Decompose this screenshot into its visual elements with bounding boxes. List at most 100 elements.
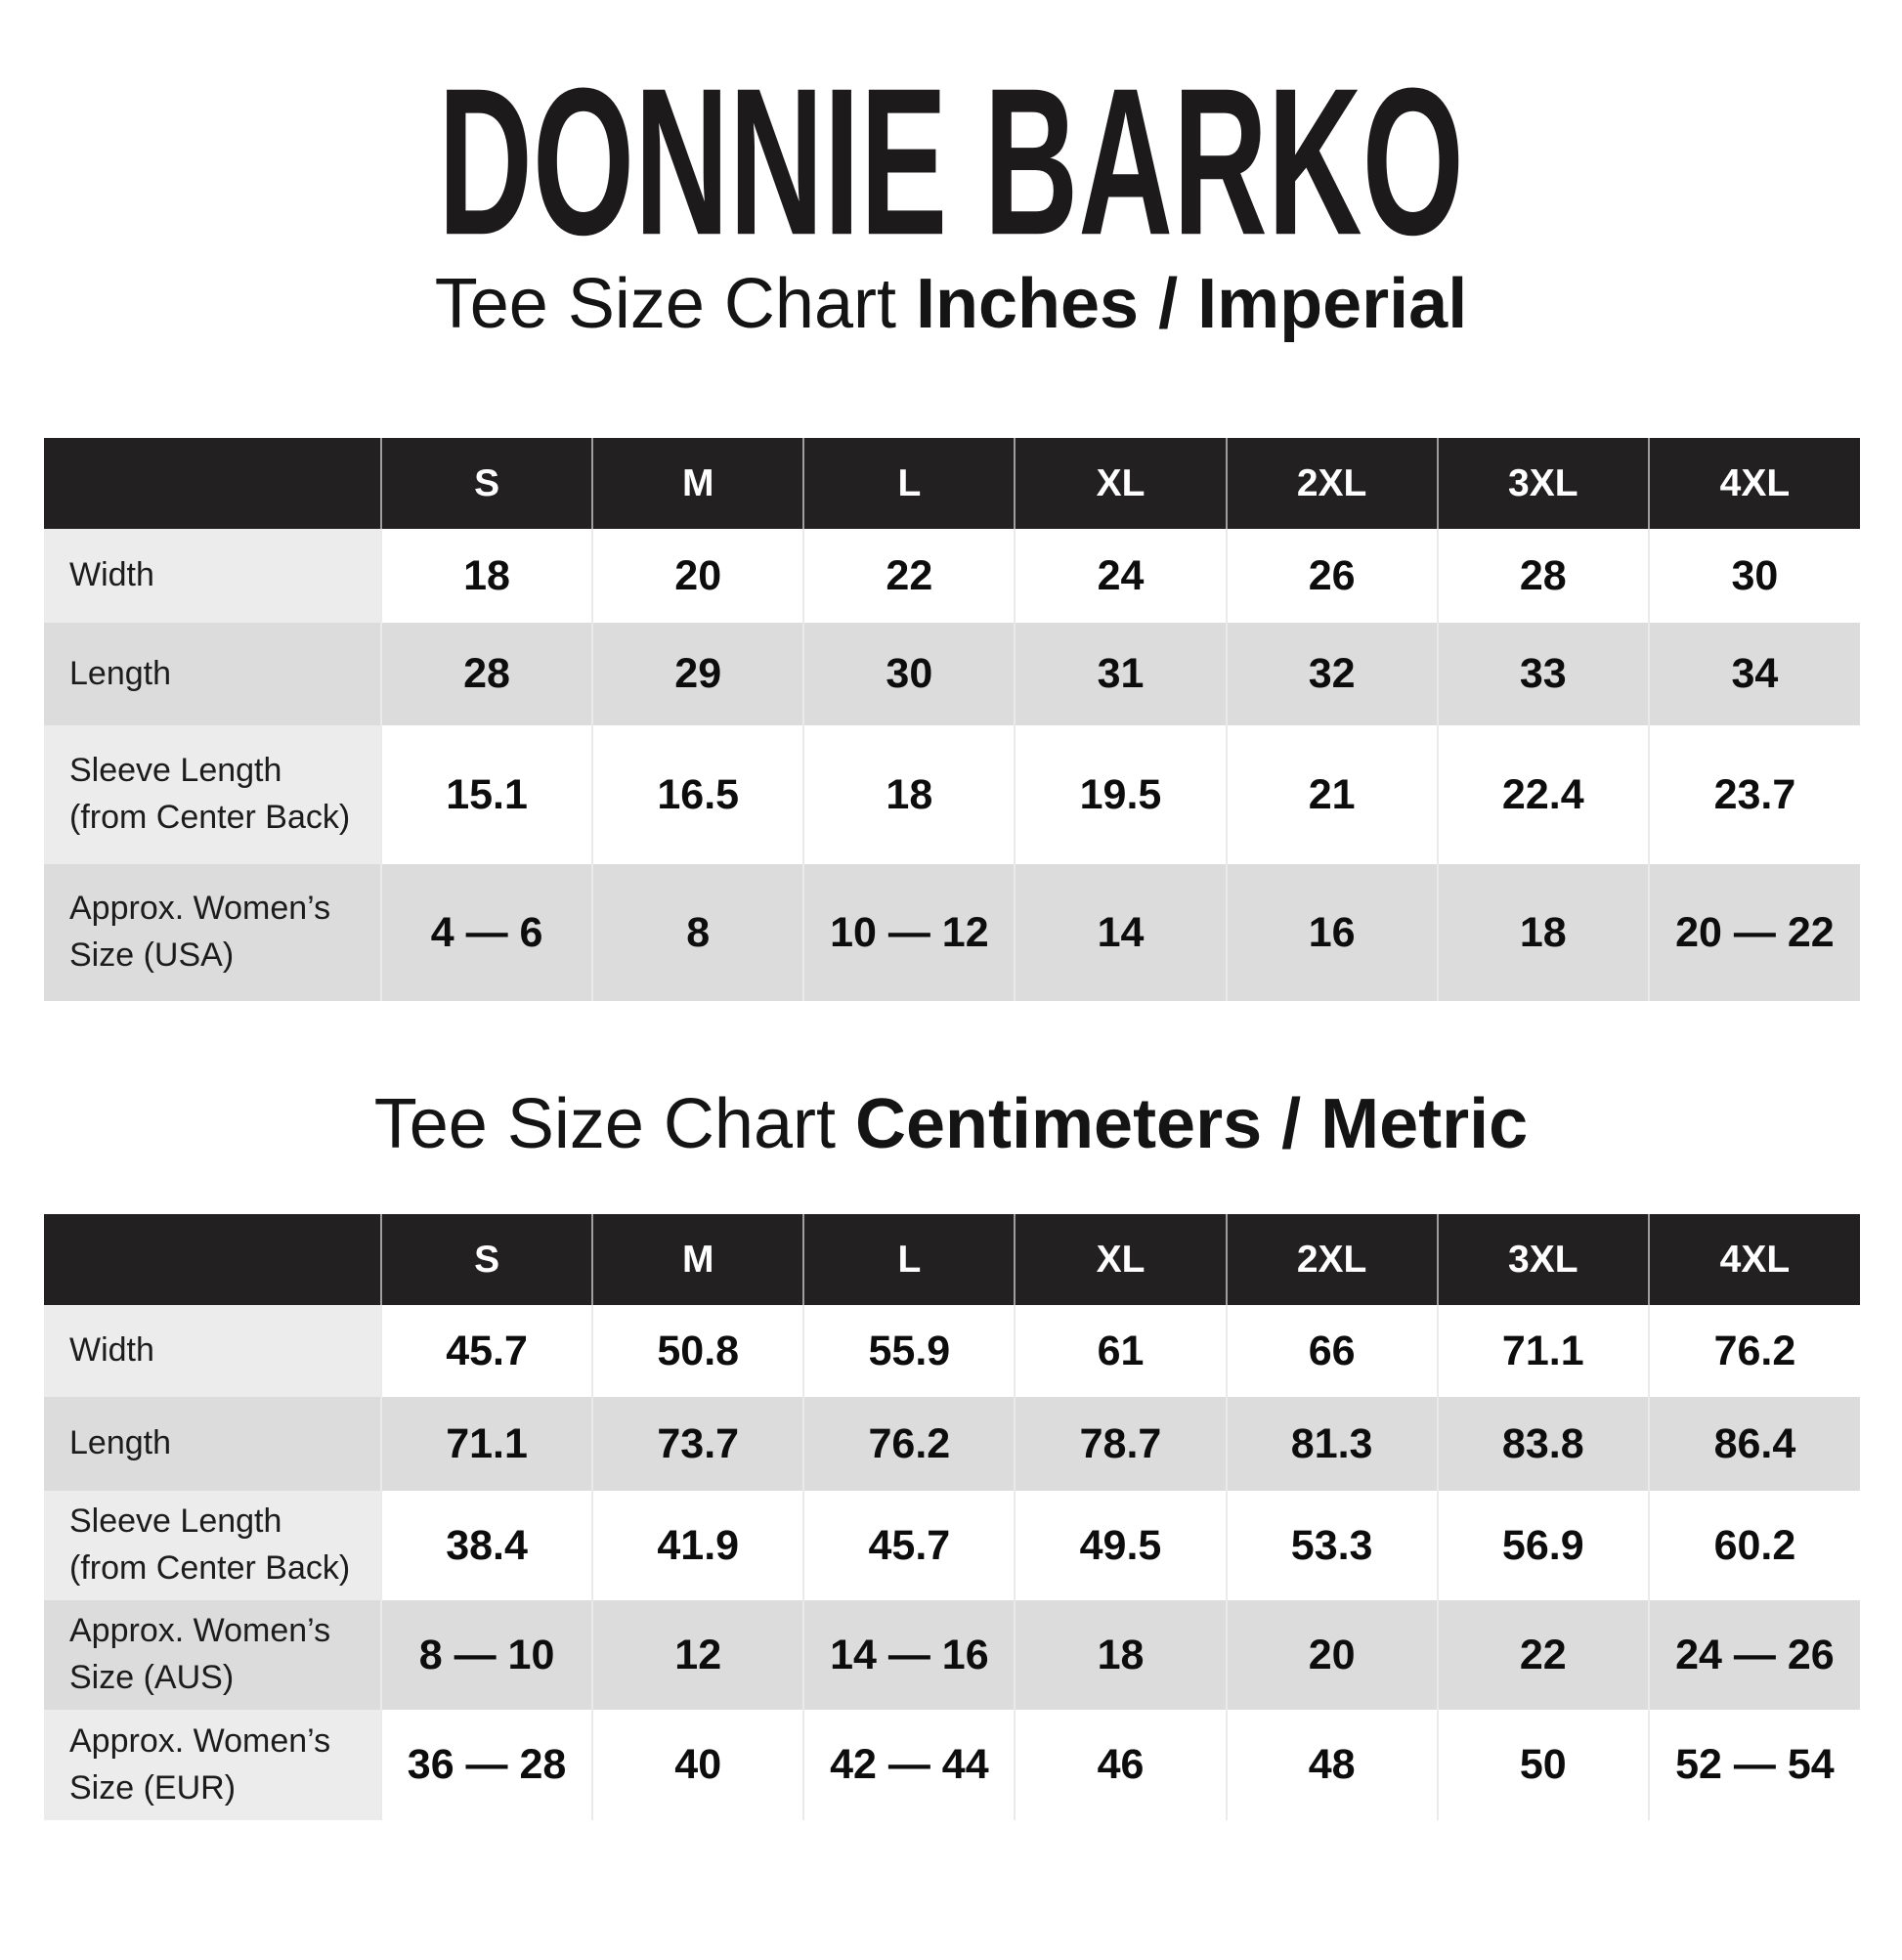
brand-logo-text: DONNIE BARKO	[438, 46, 1464, 280]
size-value-cell: 34	[1647, 623, 1860, 725]
column-header-3xl: 3XL	[1436, 438, 1649, 529]
table-row: Sleeve Length (from Center Back) 15.1 16.5 1…	[44, 725, 1860, 864]
size-value-cell: 22	[802, 529, 1016, 623]
row-label-cell: Length	[44, 623, 381, 725]
table-row: Approx. Women’s Size (EUR) 36 — 28 40 42 — 4…	[44, 1710, 1860, 1820]
corner-header-cell	[44, 438, 381, 529]
size-value-cell: 18	[1014, 1600, 1227, 1710]
column-header-xl: XL	[1014, 438, 1227, 529]
row-label-cell: Sleeve Length (from Center Back)	[44, 725, 381, 864]
column-header-m: M	[591, 438, 804, 529]
row-label-cell: Approx. Women’s Size (AUS)	[44, 1600, 381, 1710]
size-value-cell: 12	[591, 1600, 804, 1710]
table-title-bold: Inches / Imperial	[916, 265, 1468, 343]
column-header-l: L	[802, 1214, 1016, 1305]
size-value-cell: 76.2	[1647, 1305, 1860, 1397]
size-table-section: Tee Size Chart Inches / Imperial S M L XL 2X…	[0, 262, 1902, 1001]
size-value-cell: 24	[1014, 529, 1227, 623]
size-value-cell: 14 — 16	[802, 1600, 1016, 1710]
size-value-cell: 30	[1647, 529, 1860, 623]
size-value-cell: 73.7	[591, 1397, 804, 1491]
size-value-cell: 40	[591, 1710, 804, 1820]
column-header-m: M	[591, 1214, 804, 1305]
row-label-cell: Width	[44, 529, 381, 623]
size-value-cell: 23.7	[1647, 725, 1860, 864]
column-header-2xl: 2XL	[1225, 438, 1438, 529]
size-value-cell: 22.4	[1436, 725, 1649, 864]
size-value-cell: 20 — 22	[1647, 864, 1860, 1001]
size-value-cell: 38.4	[379, 1491, 593, 1600]
size-table-header: S M L XL 2XL 3XL 4XL	[44, 438, 1860, 529]
size-value-cell: 14	[1014, 864, 1227, 1001]
size-value-cell: 18	[802, 725, 1016, 864]
size-value-cell: 10 — 12	[802, 864, 1016, 1001]
size-value-cell: 78.7	[1014, 1397, 1227, 1491]
size-value-cell: 45.7	[379, 1305, 593, 1397]
row-label-cell: Approx. Women’s Size (USA)	[44, 864, 381, 1001]
size-value-cell: 71.1	[1436, 1305, 1649, 1397]
brand-logo: DONNIE BARKO	[0, 58, 1902, 267]
column-header-4xl: 4XL	[1647, 1214, 1860, 1305]
column-header-s: S	[379, 438, 593, 529]
row-label-cell: Sleeve Length (from Center Back)	[44, 1491, 381, 1600]
size-value-cell: 8	[591, 864, 804, 1001]
size-value-cell: 49.5	[1014, 1491, 1227, 1600]
size-value-cell: 81.3	[1225, 1397, 1438, 1491]
size-value-cell: 32	[1225, 623, 1438, 725]
size-value-cell: 46	[1014, 1710, 1227, 1820]
size-value-cell: 16.5	[591, 725, 804, 864]
size-value-cell: 15.1	[379, 725, 593, 864]
size-value-cell: 66	[1225, 1305, 1438, 1397]
size-value-cell: 83.8	[1436, 1397, 1649, 1491]
size-table: S M L XL 2XL 3XL 4XL Width 18 20 22 24 26 28 30 Length…	[44, 438, 1860, 1001]
size-table-body: Width 18 20 22 24 26 28 30 Length 28 29 30 31 32 33 34 S…	[44, 529, 1860, 1001]
size-value-cell: 56.9	[1436, 1491, 1649, 1600]
size-value-cell: 4 — 6	[379, 864, 593, 1001]
size-value-cell: 33	[1436, 623, 1649, 725]
size-table: S M L XL 2XL 3XL 4XL Width 45.7 50.8 55.9 61 66 71.1…	[44, 1214, 1860, 1820]
row-label-cell: Approx. Women’s Size (EUR)	[44, 1710, 381, 1820]
size-value-cell: 41.9	[591, 1491, 804, 1600]
size-value-cell: 29	[591, 623, 804, 725]
size-value-cell: 48	[1225, 1710, 1438, 1820]
column-header-xl: XL	[1014, 1214, 1227, 1305]
header-row: S M L XL 2XL 3XL 4XL	[44, 438, 1860, 529]
size-value-cell: 19.5	[1014, 725, 1227, 864]
size-value-cell: 24 — 26	[1647, 1600, 1860, 1710]
size-tables: Tee Size Chart Inches / Imperial S M L XL 2X…	[0, 262, 1902, 1820]
size-table-header: S M L XL 2XL 3XL 4XL	[44, 1214, 1860, 1305]
size-value-cell: 55.9	[802, 1305, 1016, 1397]
corner-header-cell	[44, 1214, 381, 1305]
size-value-cell: 60.2	[1647, 1491, 1860, 1600]
size-value-cell: 76.2	[802, 1397, 1016, 1491]
size-value-cell: 71.1	[379, 1397, 593, 1491]
table-row: Approx. Women’s Size (AUS) 8 — 10 12 14 — 16…	[44, 1600, 1860, 1710]
table-row: Length 71.1 73.7 76.2 78.7 81.3 83.8 86.4	[44, 1397, 1860, 1491]
size-value-cell: 31	[1014, 623, 1227, 725]
size-value-cell: 53.3	[1225, 1491, 1438, 1600]
table-title: Tee Size Chart Inches / Imperial	[0, 262, 1902, 346]
column-header-4xl: 4XL	[1647, 438, 1860, 529]
size-value-cell: 28	[379, 623, 593, 725]
table-title-regular: Tee Size Chart	[373, 1085, 855, 1163]
column-header-l: L	[802, 438, 1016, 529]
size-value-cell: 50.8	[591, 1305, 804, 1397]
size-table-body: Width 45.7 50.8 55.9 61 66 71.1 76.2 Length 71.1 7…	[44, 1305, 1860, 1820]
size-value-cell: 8 — 10	[379, 1600, 593, 1710]
size-value-cell: 16	[1225, 864, 1438, 1001]
table-row: Width 18 20 22 24 26 28 30	[44, 529, 1860, 623]
size-value-cell: 26	[1225, 529, 1438, 623]
size-value-cell: 45.7	[802, 1491, 1016, 1600]
header-row: S M L XL 2XL 3XL 4XL	[44, 1214, 1860, 1305]
size-value-cell: 52 — 54	[1647, 1710, 1860, 1820]
size-value-cell: 86.4	[1647, 1397, 1860, 1491]
row-label-cell: Length	[44, 1397, 381, 1491]
size-value-cell: 36 — 28	[379, 1710, 593, 1820]
table-title: Tee Size Chart Centimeters / Metric	[0, 1082, 1902, 1166]
size-value-cell: 28	[1436, 529, 1649, 623]
column-header-2xl: 2XL	[1225, 1214, 1438, 1305]
size-value-cell: 22	[1436, 1600, 1649, 1710]
size-value-cell: 42 — 44	[802, 1710, 1016, 1820]
table-title-bold: Centimeters / Metric	[855, 1085, 1529, 1163]
table-row: Length 28 29 30 31 32 33 34	[44, 623, 1860, 725]
